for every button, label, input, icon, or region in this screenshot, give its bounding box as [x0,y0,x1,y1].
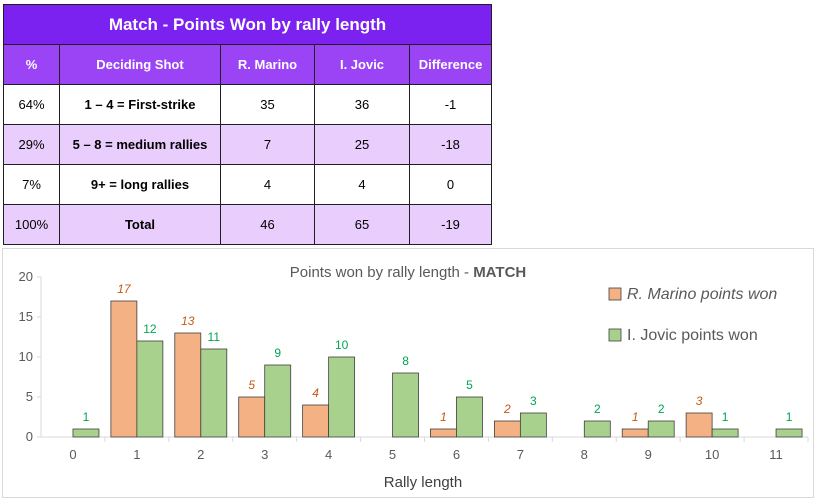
y-tick-label: 10 [19,349,33,364]
marino-bar [174,332,202,438]
marino-data-label: 2 [503,402,511,416]
row-marino: 35 [220,84,315,125]
x-tick-label: 4 [325,447,332,462]
rally-length-chart: Points won by rally length - MATCH Rally… [2,248,814,498]
header-jovic: I. Jovic [314,44,410,85]
row-marino: 46 [220,204,315,245]
jovic-data-label: 9 [274,346,281,360]
marino-bar [110,300,138,438]
jovic-data-label: 1 [786,410,793,424]
x-tick-label: 3 [261,447,268,462]
chart-title-prefix: Points won by rally length - [290,264,473,281]
y-tick-label: 15 [19,309,33,324]
header-difference: Difference [408,44,493,85]
row-deciding-shot: 9+ = long rallies [59,164,221,205]
jovic-data-label: 2 [658,402,665,416]
jovic-data-label: 3 [530,394,537,408]
jovic-data-label: 8 [402,354,409,368]
table-row: 29% 5 – 8 = medium rallies 7 25 -18 [3,124,493,165]
jovic-bar [775,428,803,438]
x-tick-label: 1 [133,447,140,462]
marino-data-label: 4 [312,386,319,400]
jovic-data-label: 5 [466,378,473,392]
row-jovic: 36 [314,84,410,125]
jovic-data-label: 1 [83,410,90,424]
jovic-data-label: 2 [594,402,601,416]
row-marino: 4 [220,164,315,205]
marino-data-label: 17 [117,282,132,296]
row-difference: -18 [408,124,493,165]
x-axis-label: Rally length [384,474,462,491]
jovic-data-label: 11 [208,330,221,344]
legend-jovic-label: I. Jovic points won [627,327,758,344]
header-deciding-shot: Deciding Shot [59,44,221,85]
y-tick-label: 0 [26,429,33,444]
marino-bar [238,396,266,438]
jovic-bar [456,396,483,438]
legend-marino-label: R. Marino points won [627,286,777,303]
x-tick-label: 6 [453,447,460,462]
jovic-bar [328,356,356,438]
row-jovic: 65 [314,204,410,245]
table-row-total: 100% Total 46 65 -19 [3,204,493,245]
row-marino: 7 [220,124,315,165]
row-difference: -19 [408,204,493,245]
jovic-bar [200,348,228,438]
chart-title-bold: MATCH [473,264,526,281]
jovic-data-label: 1 [722,410,729,424]
chart-title: Points won by rally length - MATCH [290,264,526,281]
jovic-data-label: 10 [335,338,349,352]
marino-data-label: 13 [181,314,195,328]
x-tick-label: 10 [705,447,719,462]
legend-marino-swatch [608,287,622,301]
table-row: 7% 9+ = long rallies 4 4 0 [3,164,493,205]
marino-bar [621,428,649,438]
row-percent: 29% [3,124,60,165]
marino-data-label: 1 [440,410,447,424]
row-deciding-shot: 5 – 8 = medium rallies [59,124,221,165]
chart-svg: Points won by rally length - MATCH Rally… [19,264,809,491]
jovic-bar [647,420,675,438]
legend-jovic-swatch [608,328,622,342]
row-percent: 100% [3,204,60,245]
x-tick-label: 7 [517,447,524,462]
jovic-bar [711,428,739,438]
x-tick-label: 0 [69,447,76,462]
marino-data-label: 1 [632,410,639,424]
table-title: Match - Points Won by rally length [2,4,493,45]
jovic-bar [136,340,164,438]
jovic-bar [264,364,292,438]
x-tick-label: 11 [769,447,783,462]
marino-bar [685,412,713,438]
row-jovic: 4 [314,164,410,205]
header-marino: R. Marino [220,44,315,85]
x-tick-label: 5 [389,447,396,462]
jovic-bar [583,420,611,438]
jovic-bar [392,372,419,438]
x-tick-label: 2 [197,447,204,462]
table-row: 64% 1 – 4 = First-strike 35 36 -1 [3,84,493,125]
row-percent: 64% [3,84,60,125]
rally-stats-table: Match - Points Won by rally length % Dec… [2,4,493,245]
row-difference: 0 [408,164,493,205]
marino-data-label: 3 [696,394,703,408]
x-tick-label: 9 [645,447,652,462]
marino-bar [430,428,457,438]
jovic-bar [72,428,100,438]
header-percent: % [3,44,60,85]
y-tick-label: 20 [19,269,33,284]
row-deciding-shot: Total [59,204,221,245]
row-jovic: 25 [314,124,410,165]
marino-bar [302,404,330,438]
marino-data-label: 5 [248,378,255,392]
row-deciding-shot: 1 – 4 = First-strike [59,84,221,125]
marino-bar [493,420,521,438]
jovic-data-label: 12 [143,322,157,336]
jovic-bar [519,412,547,438]
row-difference: -1 [408,84,493,125]
y-tick-label: 5 [26,389,33,404]
row-percent: 7% [3,164,60,205]
x-tick-label: 8 [581,447,588,462]
